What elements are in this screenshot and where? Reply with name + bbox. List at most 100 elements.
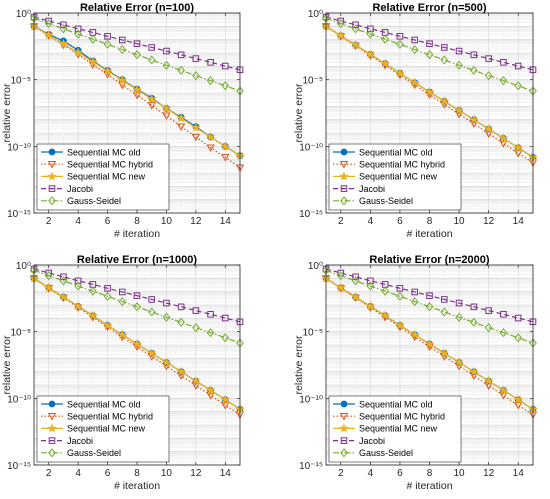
- y-tick-label: 10⁰: [16, 9, 31, 20]
- data-point-jacobi: [133, 292, 141, 299]
- data-point-sequential-mc-new: [205, 385, 216, 395]
- x-tick-label: 4: [75, 216, 81, 227]
- data-point-gauss-seidel: [499, 76, 508, 86]
- data-point-jacobi: [60, 273, 67, 281]
- data-point-jacobi: [163, 47, 170, 55]
- series-line-jacobi: [325, 16, 534, 71]
- legend-marker-jacobi: [340, 437, 348, 444]
- y-axis-label: relative error: [1, 335, 13, 394]
- data-point-sequential-mc-new: [88, 56, 98, 66]
- chart-title: Relative Error (n=100): [80, 2, 194, 14]
- chart-3: 2 4 6 8 10 12 14 10⁰ 10⁻⁵ 10⁻¹⁰ 10⁻¹⁵ Relative Erro…: [1, 254, 245, 492]
- y-tick-label: 10⁻¹⁰: [7, 142, 31, 153]
- legend-label: Sequential MC new: [67, 172, 146, 182]
- data-point-sequential-mc-new: [454, 357, 464, 367]
- x-tick-label: 12: [190, 468, 202, 479]
- data-point-sequential-mc-hybrid: [132, 91, 142, 100]
- data-point-sequential-mc-new: [146, 348, 157, 358]
- data-point-sequential-mc-new: [102, 320, 113, 330]
- data-point-gauss-seidel: [410, 45, 419, 55]
- data-point-gauss-seidel: [162, 312, 171, 322]
- data-point-gauss-seidel: [133, 302, 141, 312]
- data-point-sequential-mc-new: [58, 38, 69, 48]
- data-point-gauss-seidel: [74, 281, 82, 291]
- legend-marker-jacobi: [340, 185, 348, 192]
- legend-marker-gauss-seidel: [340, 448, 348, 458]
- data-point-sequential-mc-new: [58, 291, 69, 302]
- data-point-jacobi: [207, 59, 214, 66]
- y-axis-label: relative error: [1, 83, 13, 142]
- data-point-sequential-mc-new: [469, 366, 479, 376]
- x-tick-label: 4: [368, 216, 374, 227]
- x-tick-label: 6: [105, 468, 111, 479]
- data-point-gauss-seidel: [366, 29, 375, 39]
- y-tick-label: 10⁻⁵: [302, 328, 323, 339]
- data-point-sequential-mc-new: [439, 348, 450, 358]
- chart-title: Relative Error (n=2000): [369, 254, 489, 266]
- data-point-sequential-mc-new: [395, 320, 405, 330]
- data-point-gauss-seidel: [221, 333, 230, 343]
- y-axis-label: relative error: [293, 83, 305, 142]
- data-point-sequential-mc-new: [498, 133, 509, 143]
- data-point-jacobi: [440, 44, 448, 51]
- data-point-gauss-seidel: [455, 60, 463, 70]
- legend-label: Sequential MC new: [67, 424, 146, 434]
- x-tick-label: 2: [46, 468, 52, 479]
- legend-label: Sequential MC hybrid: [359, 160, 445, 170]
- legend-marker-sequential-mc-new: [47, 171, 57, 181]
- legend: Sequential MC old Sequential MC hybrid Seq…: [36, 395, 170, 463]
- legend: Sequential MC old Sequential MC hybrid Seq…: [36, 143, 170, 211]
- data-point-gauss-seidel: [133, 50, 141, 60]
- data-point-gauss-seidel: [455, 312, 463, 322]
- data-point-jacobi: [221, 314, 229, 322]
- data-point-sequential-mc-hybrid: [162, 112, 171, 120]
- data-point-sequential-mc-new: [73, 47, 83, 57]
- data-point-gauss-seidel: [162, 60, 171, 70]
- series-line-gauss-seidel: [325, 17, 534, 92]
- legend-label: Sequential MC old: [67, 399, 141, 409]
- x-tick-label: 12: [483, 468, 495, 479]
- data-point-sequential-mc-new: [350, 291, 361, 302]
- data-point-sequential-mc-new: [483, 123, 494, 134]
- data-point-gauss-seidel: [118, 45, 127, 55]
- legend-marker-gauss-seidel: [340, 196, 348, 206]
- data-point-sequential-mc-new: [483, 375, 494, 386]
- data-point-sequential-mc-new: [395, 68, 405, 78]
- data-point-sequential-mc-new: [365, 301, 376, 311]
- data-point-gauss-seidel: [514, 333, 523, 343]
- legend-label: Sequential MC old: [359, 147, 433, 157]
- data-point-jacobi: [514, 62, 522, 70]
- data-point-sequential-mc-new: [43, 282, 54, 292]
- data-point-jacobi: [192, 307, 200, 314]
- data-point-jacobi: [352, 273, 359, 281]
- y-tick-label: 10⁰: [308, 261, 323, 272]
- data-point-jacobi: [485, 307, 492, 314]
- data-point-gauss-seidel: [192, 71, 200, 81]
- data-point-gauss-seidel: [118, 297, 127, 307]
- data-point-sequential-mc-new: [43, 30, 54, 40]
- legend-label: Jacobi: [67, 184, 93, 194]
- y-tick-label: 10⁻¹⁰: [7, 394, 31, 405]
- data-point-sequential-mc-new: [176, 366, 186, 376]
- data-point-gauss-seidel: [425, 50, 434, 60]
- data-point-gauss-seidel: [44, 19, 53, 29]
- legend-label: Gauss-Seidel: [359, 448, 413, 458]
- data-point-sequential-mc-new: [513, 142, 524, 152]
- legend-label: Sequential MC new: [359, 172, 438, 182]
- series-line-gauss-seidel: [33, 269, 241, 344]
- data-point-sequential-mc-new: [132, 84, 142, 94]
- data-point-sequential-mc-new: [454, 105, 464, 115]
- data-point-gauss-seidel: [396, 39, 404, 49]
- y-tick-label: 10⁰: [308, 9, 323, 20]
- x-tick-label: 2: [338, 216, 344, 227]
- data-point-jacobi: [500, 59, 507, 66]
- data-point-gauss-seidel: [59, 24, 68, 34]
- data-point-sequential-mc-hybrid: [514, 402, 523, 410]
- series-group: [29, 13, 245, 173]
- data-point-gauss-seidel: [336, 19, 345, 29]
- data-point-sequential-mc-hybrid: [499, 140, 508, 148]
- x-tick-label: 8: [427, 216, 433, 227]
- data-point-sequential-mc-new: [73, 301, 83, 311]
- data-point-sequential-mc-new: [350, 39, 361, 50]
